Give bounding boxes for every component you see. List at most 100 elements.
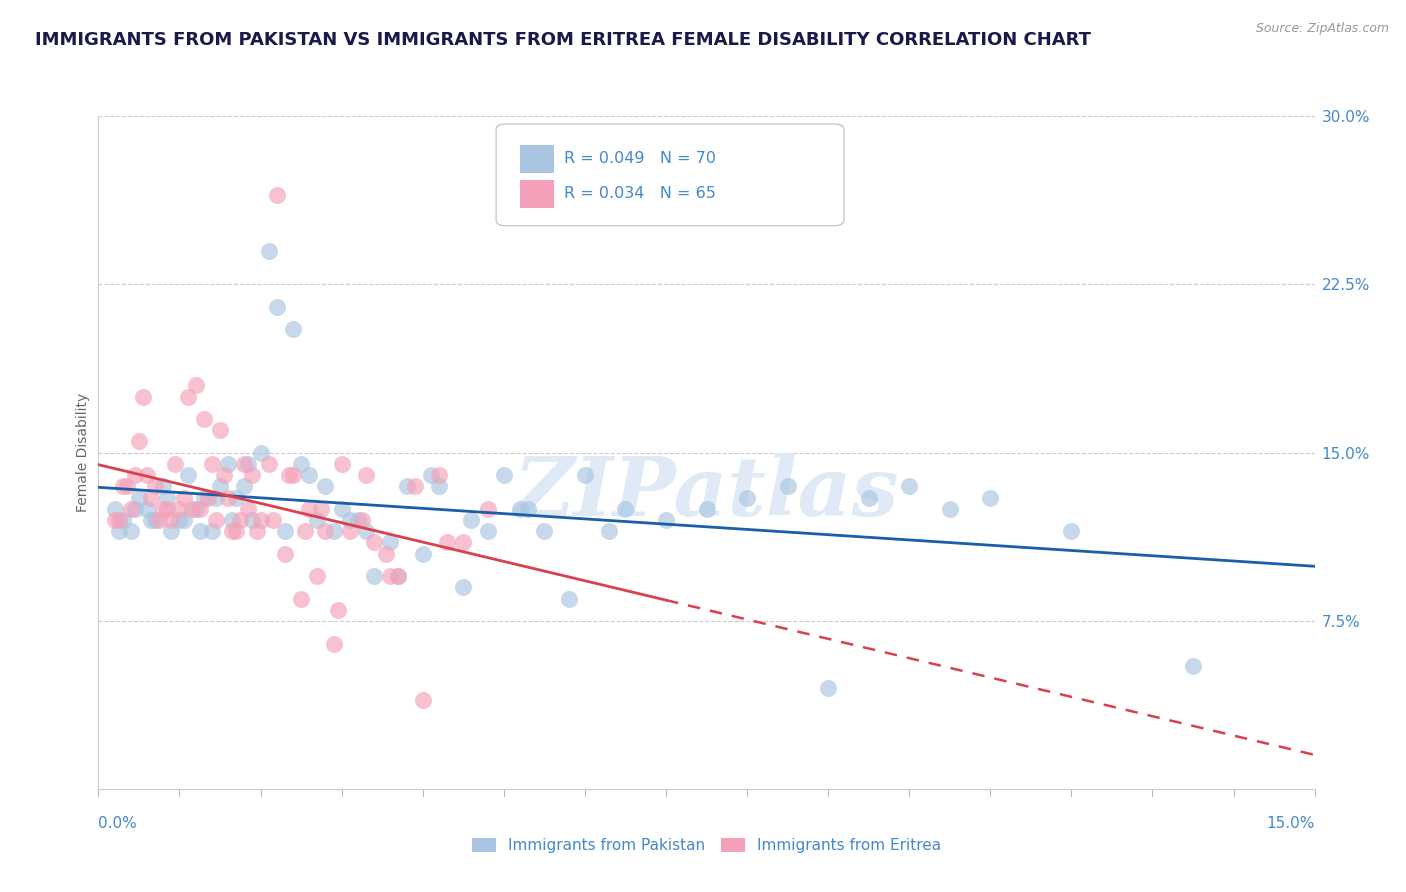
- Point: [152, 501, 174, 516]
- Text: Source: ZipAtlas.com: Source: ZipAtlas.com: [1256, 22, 1389, 36]
- Point: [193, 491, 215, 505]
- Point: [111, 513, 134, 527]
- Point: [225, 524, 247, 539]
- Point: [858, 491, 880, 505]
- Point: [339, 524, 361, 539]
- Point: [363, 569, 385, 583]
- Point: [898, 479, 921, 493]
- Point: [290, 457, 312, 471]
- Point: [111, 479, 134, 493]
- Point: [238, 501, 260, 516]
- Point: [160, 513, 183, 527]
- Point: [776, 479, 799, 493]
- Point: [115, 479, 138, 493]
- Point: [419, 468, 441, 483]
- Point: [143, 479, 166, 493]
- Text: R = 0.034   N = 65: R = 0.034 N = 65: [564, 186, 716, 201]
- Point: [205, 491, 228, 505]
- Point: [330, 501, 353, 516]
- Text: R = 0.049   N = 70: R = 0.049 N = 70: [564, 151, 716, 166]
- Point: [156, 491, 179, 505]
- Point: [298, 468, 321, 483]
- Point: [217, 457, 239, 471]
- Point: [209, 423, 232, 437]
- Point: [427, 479, 450, 493]
- Point: [326, 603, 349, 617]
- Point: [245, 524, 267, 539]
- Point: [266, 300, 288, 314]
- Point: [148, 513, 170, 527]
- Point: [354, 468, 377, 483]
- Point: [173, 491, 195, 505]
- Point: [225, 491, 247, 505]
- Point: [132, 390, 155, 404]
- Point: [330, 457, 353, 471]
- Point: [339, 513, 361, 527]
- Point: [939, 501, 962, 516]
- Point: [735, 491, 758, 505]
- Point: [311, 501, 333, 516]
- Point: [104, 501, 127, 516]
- Point: [233, 457, 256, 471]
- Point: [380, 535, 402, 549]
- Point: [460, 513, 482, 527]
- Point: [201, 457, 224, 471]
- Point: [1060, 524, 1083, 539]
- Point: [453, 535, 475, 549]
- Text: 0.0%: 0.0%: [98, 816, 138, 831]
- Point: [314, 524, 336, 539]
- Point: [307, 569, 329, 583]
- Point: [274, 524, 297, 539]
- Point: [242, 468, 264, 483]
- Point: [614, 501, 637, 516]
- Point: [517, 501, 540, 516]
- Bar: [520, 145, 554, 173]
- Text: ZIPatlas: ZIPatlas: [513, 453, 900, 533]
- Point: [492, 468, 515, 483]
- Point: [307, 513, 329, 527]
- Point: [266, 187, 288, 202]
- Point: [165, 457, 187, 471]
- Point: [412, 547, 434, 561]
- Point: [387, 569, 409, 583]
- Point: [375, 547, 398, 561]
- Point: [290, 591, 312, 606]
- Point: [128, 434, 150, 449]
- Point: [380, 569, 402, 583]
- Point: [395, 479, 418, 493]
- Point: [139, 491, 162, 505]
- Point: [205, 513, 228, 527]
- Point: [533, 524, 555, 539]
- Point: [176, 468, 198, 483]
- Point: [598, 524, 620, 539]
- Point: [120, 501, 142, 516]
- Point: [107, 513, 129, 527]
- Point: [107, 524, 129, 539]
- Point: [169, 501, 191, 516]
- Point: [322, 636, 344, 650]
- Point: [124, 468, 146, 483]
- Point: [152, 479, 174, 493]
- Point: [201, 524, 224, 539]
- Point: [229, 513, 252, 527]
- Point: [347, 513, 370, 527]
- Point: [221, 524, 243, 539]
- Point: [979, 491, 1001, 505]
- Point: [249, 446, 271, 460]
- Point: [453, 581, 475, 595]
- Point: [257, 244, 280, 258]
- Point: [281, 322, 304, 336]
- Point: [477, 524, 499, 539]
- Point: [124, 501, 146, 516]
- Point: [128, 491, 150, 505]
- Point: [176, 390, 198, 404]
- Point: [242, 513, 264, 527]
- Point: [104, 513, 127, 527]
- Point: [696, 501, 718, 516]
- Point: [136, 501, 159, 516]
- Point: [184, 501, 207, 516]
- Point: [274, 547, 297, 561]
- Point: [1182, 659, 1205, 673]
- Point: [262, 513, 284, 527]
- Point: [143, 513, 166, 527]
